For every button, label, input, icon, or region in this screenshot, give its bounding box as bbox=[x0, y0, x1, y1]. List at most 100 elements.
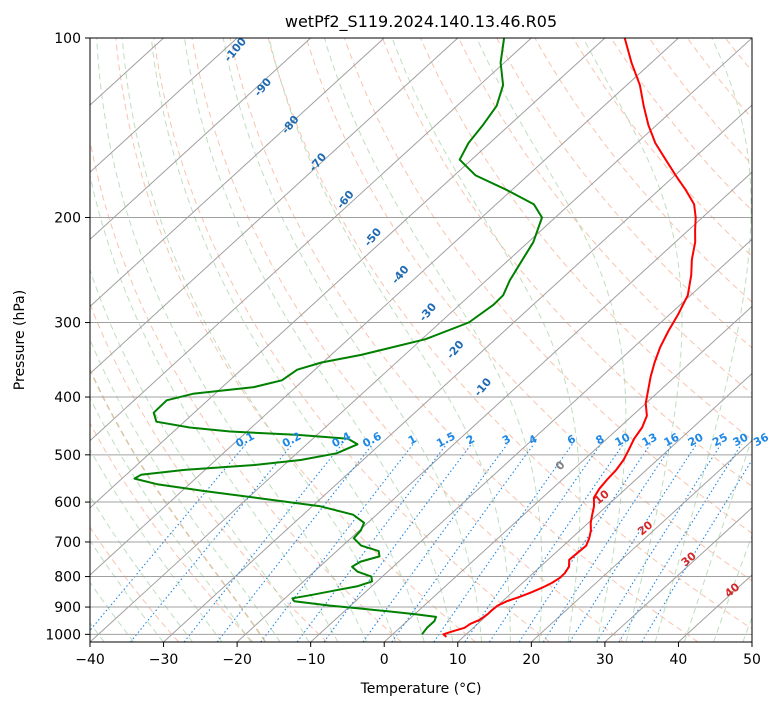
mixing-ratio-line bbox=[362, 443, 508, 642]
isotherm bbox=[310, 238, 752, 642]
dry-adiabat bbox=[90, 422, 254, 642]
moist-adiabat bbox=[90, 173, 339, 642]
y-tick-label: 500 bbox=[54, 448, 81, 464]
moist-adiabat bbox=[121, 38, 396, 642]
dewpoint-profile bbox=[133, 38, 543, 635]
dry-adiabat bbox=[343, 38, 752, 534]
y-tick-label: 400 bbox=[54, 390, 81, 406]
dry-adiabat bbox=[153, 38, 550, 642]
y-axis-title: Pressure (hPa) bbox=[12, 290, 28, 390]
moist-adiabat bbox=[90, 268, 310, 642]
mixing-ratio-line bbox=[323, 443, 472, 642]
plot-frame bbox=[89, 37, 753, 643]
isotherm bbox=[90, 38, 312, 241]
mixing-ratio-line bbox=[296, 443, 448, 642]
mixing-ratio-label: 20 bbox=[686, 430, 706, 449]
x-tick-label: −10 bbox=[296, 652, 326, 668]
mixing-ratio-label: 10 bbox=[613, 430, 633, 449]
isotherm bbox=[90, 38, 459, 375]
y-tick-label: 1000 bbox=[45, 627, 81, 643]
x-axis: −40 −30 −20 −10 0 10 20 30 40 50 bbox=[75, 642, 761, 668]
dry-adiabat bbox=[191, 38, 625, 642]
y-tick-label: 300 bbox=[54, 316, 81, 332]
dry-adiabat bbox=[458, 38, 752, 395]
y-tick-label: 700 bbox=[54, 535, 81, 551]
moist-adiabat bbox=[582, 38, 683, 642]
moist-adiabat bbox=[96, 38, 368, 642]
isotherm bbox=[604, 507, 752, 642]
mixing-ratio-label: 36 bbox=[751, 430, 771, 449]
isotherm bbox=[90, 38, 532, 442]
x-tick-label: 30 bbox=[596, 652, 614, 668]
mixing-ratio-line bbox=[433, 443, 573, 642]
x-tick-label: 20 bbox=[522, 652, 540, 668]
moist-adiabat bbox=[90, 539, 164, 642]
mixing-ratio-label: 13 bbox=[640, 431, 660, 450]
mixing-ratio-label: 16 bbox=[662, 430, 682, 449]
y-tick-label: 900 bbox=[54, 600, 81, 616]
x-tick-label: −20 bbox=[222, 652, 252, 668]
moist-adiabat bbox=[90, 448, 223, 642]
moist-adiabat bbox=[476, 38, 627, 642]
y-tick-label: 100 bbox=[54, 31, 81, 47]
moist-adiabat bbox=[150, 38, 425, 642]
x-tick-label: 40 bbox=[670, 652, 688, 668]
moist-adiabat bbox=[654, 38, 752, 642]
series-lines bbox=[133, 38, 697, 638]
mixing-ratio-line bbox=[542, 443, 673, 642]
y-tick-label: 800 bbox=[54, 570, 81, 586]
x-axis-title: Temperature (°C) bbox=[360, 681, 482, 697]
mixing-ratio-label: 30 bbox=[731, 430, 751, 449]
y-tick-label: 200 bbox=[54, 211, 81, 227]
moist-adiabat bbox=[391, 38, 581, 642]
isotherm bbox=[457, 372, 752, 642]
mixing-ratio-line bbox=[391, 443, 535, 642]
dry-adiabat bbox=[90, 138, 402, 642]
moist-adiabat bbox=[222, 38, 483, 642]
moist-adiabat bbox=[90, 396, 252, 642]
moist-adiabat bbox=[713, 534, 752, 642]
isotherm bbox=[90, 38, 606, 509]
isotherm bbox=[530, 439, 752, 642]
mixing-ratio-line bbox=[569, 443, 697, 642]
dry-adiabat bbox=[648, 38, 752, 166]
mixing-ratio-line bbox=[596, 443, 722, 642]
moist-adiabat bbox=[683, 436, 752, 642]
dry-adiabat bbox=[382, 38, 752, 487]
mixing-ratio-line bbox=[216, 443, 374, 642]
mixing-ratio-line bbox=[618, 444, 742, 642]
y-axis: 100 200 300 400 500 600 700 800 900 1000 bbox=[45, 31, 90, 643]
moist-adiabat bbox=[90, 581, 135, 642]
isotherm bbox=[383, 305, 752, 642]
isotherm bbox=[90, 38, 385, 308]
isotherm bbox=[90, 38, 679, 576]
y-tick-label: 600 bbox=[54, 495, 81, 511]
x-tick-label: 0 bbox=[380, 652, 389, 668]
moist-adiabat bbox=[90, 495, 193, 642]
wet-bulb-curve bbox=[90, 368, 267, 642]
dry-adiabat bbox=[534, 38, 752, 303]
dry-adiabat bbox=[610, 38, 752, 212]
dry-adiabat bbox=[115, 38, 476, 642]
mixing-ratio-line bbox=[641, 459, 752, 642]
chart-title: wetPf2_S119.2024.140.13.46.R05 bbox=[285, 12, 557, 32]
x-tick-label: −40 bbox=[75, 652, 105, 668]
x-tick-label: −30 bbox=[149, 652, 179, 668]
isotherm bbox=[236, 171, 752, 642]
background-lines bbox=[90, 38, 752, 642]
isobar-gridlines bbox=[90, 38, 752, 635]
isotherm bbox=[90, 38, 238, 173]
dry-adiabat bbox=[496, 38, 752, 349]
mixing-ratio-line bbox=[90, 443, 247, 632]
dry-adiabat bbox=[305, 38, 752, 582]
mixing-ratio-line bbox=[130, 443, 293, 642]
mixing-ratio-line bbox=[260, 443, 414, 642]
mixing-ratio-line bbox=[518, 443, 651, 642]
x-tick-label: 50 bbox=[743, 652, 761, 668]
temperature-profile bbox=[442, 38, 697, 638]
moist-adiabat bbox=[323, 38, 543, 642]
mixing-ratio-label: 25 bbox=[710, 431, 730, 450]
x-tick-label: 10 bbox=[449, 652, 467, 668]
isotherm bbox=[163, 104, 752, 642]
